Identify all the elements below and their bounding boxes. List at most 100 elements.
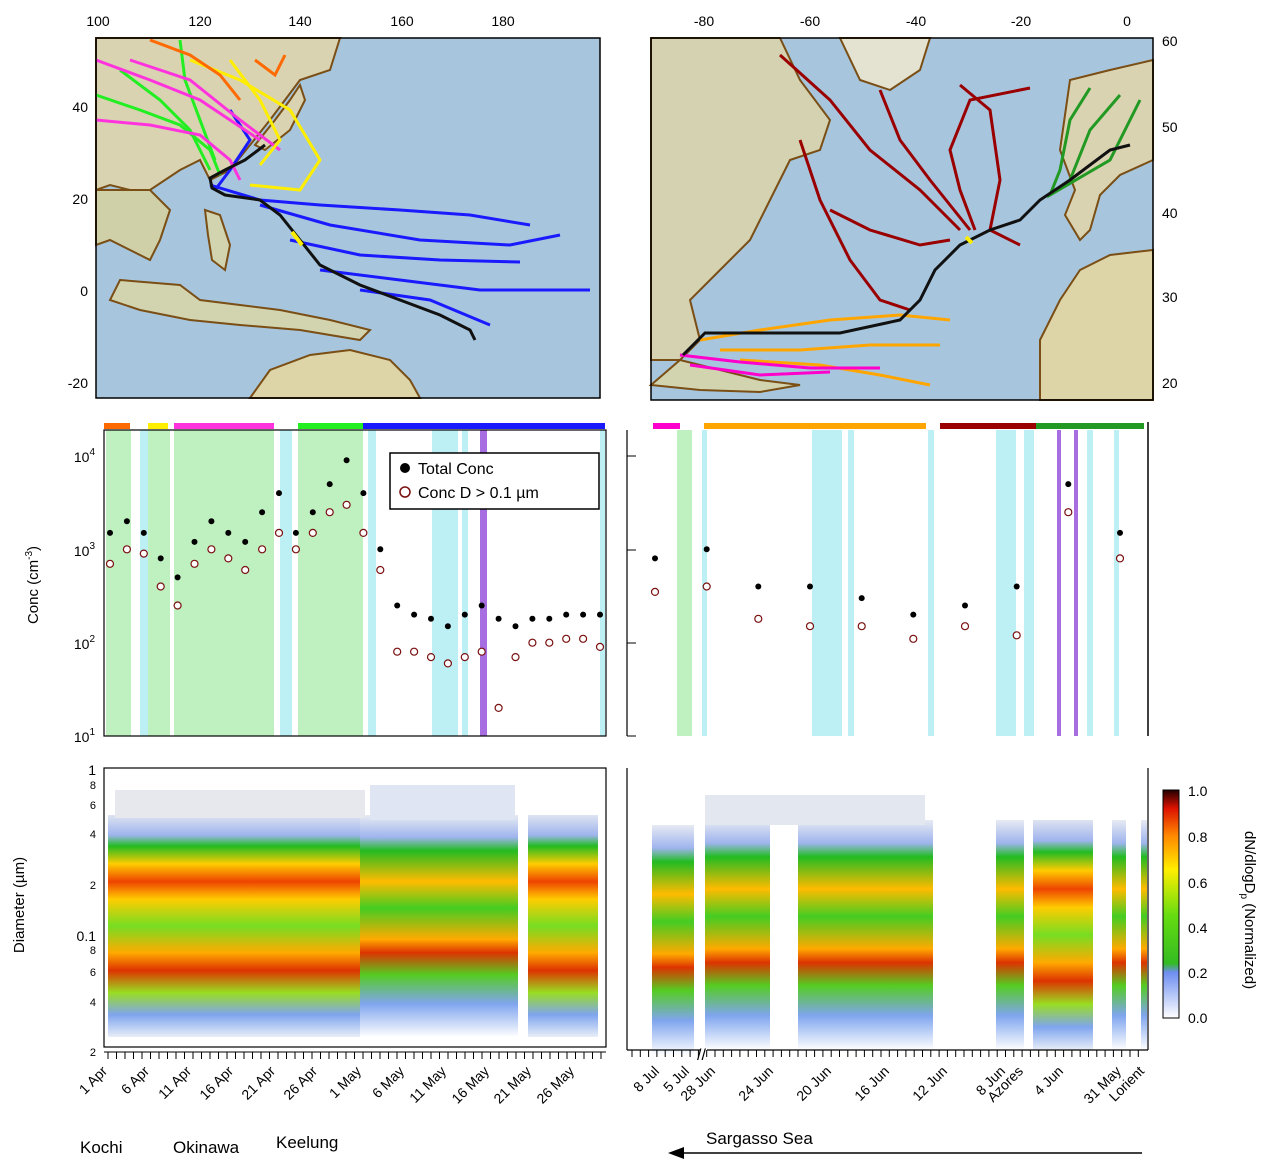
x-axis-left: 1 Apr 6 Apr 11 Apr 16 Apr 21 Apr 26 Apr …	[76, 1051, 606, 1107]
airmass-magenta	[174, 423, 274, 429]
track-highlight	[290, 230, 304, 247]
diam-minor-tick: 8	[90, 780, 96, 792]
total-conc-point	[563, 611, 570, 618]
heatmap-band	[705, 820, 770, 1050]
total-conc-point	[461, 611, 468, 618]
conc-d01-point	[477, 647, 486, 656]
map1-y-tick: 20	[72, 191, 88, 207]
total-conc-point	[276, 490, 282, 497]
total-conc-point	[755, 583, 762, 590]
x-left-label: 6 Apr	[118, 1063, 153, 1098]
air-mass-shading	[106, 430, 605, 736]
conc-d01-point	[241, 565, 250, 575]
colorbar-tick: 0.4	[1188, 920, 1208, 936]
trajectories-west-pacific	[95, 38, 590, 341]
trajectory-green	[1068, 94, 1122, 181]
legend: Total Conc Conc D > 0.1 µm	[389, 452, 600, 510]
trajectory-orange	[720, 343, 940, 352]
conc-d01-point	[105, 559, 115, 568]
map2-x-axis: -80 -60 -40 -20 0	[694, 13, 1131, 29]
map2-x-tick: -40	[906, 13, 926, 29]
trajectory-orange	[254, 54, 287, 78]
heatmap-band	[108, 815, 360, 1037]
heatmap-band	[996, 820, 1024, 1050]
diam-major-tick: 1	[88, 762, 96, 778]
conc-d01-point	[156, 582, 165, 591]
frame	[103, 767, 607, 1048]
air-mass-shading	[677, 430, 1119, 736]
heatmap-band	[652, 825, 694, 1055]
heatmap-band	[360, 815, 518, 1037]
size-distribution-left	[103, 767, 607, 1048]
map1-y-tick: -20	[68, 375, 88, 391]
total-conc-point	[242, 538, 249, 545]
conc-right-points	[650, 481, 1125, 643]
trajectory-orange	[739, 358, 931, 387]
x-left-label: 16 Apr	[196, 1063, 236, 1103]
airmass-magenta	[653, 423, 680, 429]
total-conc-point	[225, 529, 232, 536]
x-right-labels: 8 Jul 5 Jul 28 Jun 24 Jun 20 Jun 16 Jun …	[630, 1063, 1147, 1107]
total-conc-point	[343, 457, 350, 464]
airmass-orange	[704, 423, 926, 429]
colorbar-gradient	[1162, 789, 1180, 1019]
location-kochi: Kochi	[80, 1138, 123, 1157]
airmass-green	[1036, 423, 1144, 429]
green-shade	[298, 430, 363, 736]
trajectory-magenta	[129, 58, 281, 152]
cyan-shade	[140, 430, 148, 736]
total-conc-point	[1065, 481, 1072, 488]
map2-y-tick: 30	[1162, 289, 1178, 305]
green-shade	[106, 430, 131, 736]
trajectory-green	[119, 68, 212, 171]
conc-d01-point	[545, 638, 554, 647]
conc-d01-point	[139, 549, 148, 558]
conc-y-axis: 104 103 102 101	[74, 447, 96, 745]
map1-x-tick: 140	[288, 13, 312, 29]
map-frame	[650, 37, 1154, 401]
x-right-label: 4 Jun	[1031, 1063, 1067, 1099]
conc-d01-point	[443, 659, 452, 668]
conc-d01-point	[207, 545, 216, 554]
airmass-yellow	[148, 423, 168, 429]
conc-d01-point	[291, 545, 300, 554]
total-conc-point	[478, 602, 485, 609]
legend-box	[389, 452, 600, 510]
colorbar: 1.0 0.8 0.6 0.4 0.2 0.0 dN/dlogDp (Norma…	[1162, 783, 1258, 1026]
map2-y-tick: 60	[1162, 33, 1178, 49]
conc-d01-point	[325, 508, 334, 517]
map1-x-tick: 100	[86, 13, 110, 29]
purple-marker	[480, 430, 487, 736]
trajectory-darkred	[959, 83, 1021, 247]
cyan-shade	[812, 430, 842, 736]
philippines-landmass	[203, 208, 232, 272]
conc-d01-point	[562, 634, 571, 643]
total-conc-point	[191, 538, 198, 545]
map1-x-tick: 160	[390, 13, 414, 29]
trajectory-magenta	[689, 363, 831, 377]
total-conc-point	[703, 546, 710, 553]
cyan-shade	[848, 430, 854, 736]
conc-d01-point	[1012, 631, 1021, 640]
airmass-color-bar	[653, 423, 1144, 429]
total-conc-point	[411, 611, 418, 618]
heatmap-noise	[370, 785, 515, 820]
cruise-track	[208, 143, 477, 341]
total-conc-point	[309, 509, 316, 516]
conc-d01-point	[376, 565, 385, 575]
cyan-shade	[600, 430, 605, 736]
australia-landmass	[248, 348, 422, 399]
conc-d01-point	[857, 622, 866, 631]
total-conc-point	[495, 615, 502, 622]
map2-x-tick: -20	[1011, 13, 1031, 29]
heatmap-band	[1141, 820, 1147, 1050]
conc-d01-point	[909, 634, 918, 643]
airmass-color-bar	[104, 423, 605, 429]
north-atlantic-map: -80 -60 -40 -20 0 60 50 40 30 20	[648, 13, 1178, 401]
total-conc-point	[377, 546, 384, 553]
total-conc-point	[512, 623, 519, 630]
conc-d01-point	[410, 647, 419, 656]
trajectory-darkred	[798, 139, 911, 312]
colorbar-tick: 0.8	[1188, 829, 1208, 845]
x-right-label: 16 Jun	[851, 1063, 892, 1104]
